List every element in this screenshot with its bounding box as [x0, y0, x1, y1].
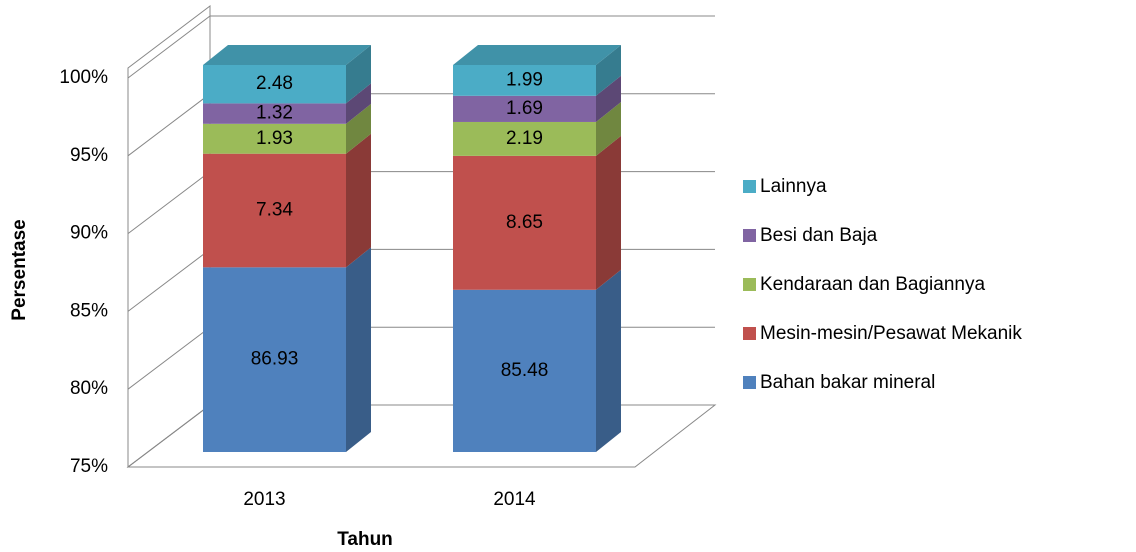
legend-label: Mesin-mesin/Pesawat Mekanik: [760, 323, 1022, 344]
data-label: 2.48: [256, 73, 293, 94]
y-tick-label: 85%: [70, 300, 108, 321]
y-tick-label: 75%: [70, 456, 108, 477]
data-label: 1.99: [506, 69, 543, 90]
bar: [203, 267, 346, 452]
x-axis-title: Tahun: [337, 529, 393, 550]
bar-side: [346, 247, 371, 452]
legend-label: Kendaraan dan Bagiannya: [760, 274, 985, 295]
bar: [203, 103, 346, 124]
bar: [203, 123, 346, 154]
bar-top: [203, 45, 371, 65]
x-tick-label: 2014: [493, 489, 536, 510]
bar-side: [596, 135, 621, 290]
y-tick-label: 100%: [59, 67, 108, 88]
bar-side: [346, 103, 371, 154]
y-axis-title: Persentase: [9, 219, 30, 320]
back-wall: [127, 4, 211, 469]
bar: [203, 153, 346, 268]
bar: [453, 155, 596, 290]
y-tick-label: 90%: [70, 223, 108, 244]
legend-label: Besi dan Baja: [760, 225, 878, 246]
bar-side: [596, 45, 621, 96]
data-label: 2.19: [506, 128, 543, 149]
x-tick-label: 2013: [243, 489, 285, 510]
data-label: 85.48: [501, 360, 549, 381]
bar: [453, 95, 596, 122]
data-label: 8.65: [506, 212, 543, 233]
bar: [453, 121, 596, 156]
legend-label: Lainnya: [760, 176, 827, 197]
data-label: 1.32: [256, 103, 293, 124]
data-label: 7.34: [256, 200, 293, 221]
legend-label: Bahan bakar mineral: [760, 372, 935, 393]
legend-swatch: [743, 327, 756, 340]
bar-side: [596, 269, 621, 452]
bar: [453, 289, 596, 452]
bar-top: [453, 45, 621, 65]
data-label: 1.93: [256, 128, 293, 149]
bar-side: [596, 75, 621, 122]
data-label: 1.69: [506, 98, 543, 119]
legend-swatch: [743, 180, 756, 193]
bar-side: [596, 101, 621, 156]
y-tick-label: 80%: [70, 378, 108, 399]
legend-swatch: [743, 376, 756, 389]
bar-side: [346, 133, 371, 268]
bar: [203, 65, 346, 104]
legend-swatch: [743, 278, 756, 291]
y-tick-label: 95%: [70, 145, 108, 166]
bar-side: [346, 83, 371, 124]
data-label: 86.93: [251, 349, 299, 370]
bar: [453, 65, 596, 96]
bar-side: [346, 45, 371, 104]
legend-swatch: [743, 229, 756, 242]
grid-line: [127, 15, 715, 79]
